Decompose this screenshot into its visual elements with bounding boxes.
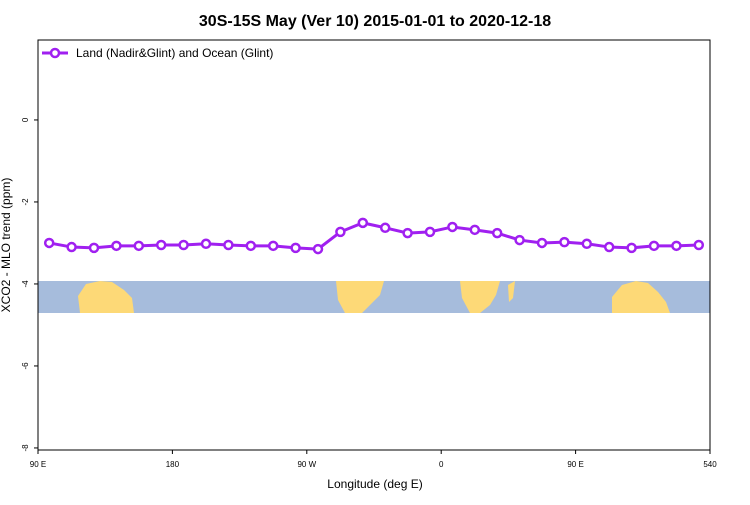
land: [336, 281, 384, 313]
point: [536, 237, 548, 249]
point: [626, 242, 637, 254]
y-tick-label: 0: [21, 117, 30, 122]
x-tick-label: 90 E: [30, 460, 46, 469]
point: [312, 243, 324, 255]
point: [245, 240, 257, 252]
point: [671, 240, 682, 252]
point: [402, 227, 413, 239]
point: [469, 224, 481, 236]
plot-frame: [37, 39, 711, 451]
point: [357, 217, 369, 229]
land: [508, 281, 515, 302]
x-axis-label: Longitude (deg E): [327, 477, 422, 491]
land: [460, 281, 500, 313]
x-tick-label: 90 W: [297, 460, 316, 469]
point: [491, 227, 503, 239]
point: [223, 239, 234, 251]
land: [78, 281, 134, 313]
y-axis-label: XCO2 - MLO trend (ppm): [0, 178, 13, 313]
x-tick-label: 180: [166, 460, 180, 469]
land: [612, 281, 670, 313]
chart-title: 30S-15S May (Ver 10) 2015-01-01 to 2020-…: [199, 13, 551, 30]
point: [111, 240, 122, 252]
y-tick-label: -4: [21, 280, 30, 288]
point: [648, 240, 660, 252]
point: [178, 239, 189, 251]
point: [514, 234, 525, 246]
point: [88, 242, 100, 254]
x-tick-label: 0: [439, 460, 444, 469]
x-tick-label: 540: [703, 460, 717, 469]
point: [133, 240, 145, 252]
y-tick-label: -8: [21, 444, 30, 452]
point: [155, 239, 167, 251]
point: [581, 238, 593, 250]
point: [200, 238, 212, 250]
point: [66, 241, 77, 253]
point: [43, 237, 55, 249]
point: [335, 226, 346, 238]
point: [290, 242, 301, 254]
map-strip: [38, 281, 710, 313]
point: [267, 240, 279, 252]
point: [603, 241, 615, 253]
point: [379, 222, 391, 234]
point: [447, 221, 458, 233]
y-tick-label: -6: [21, 362, 30, 370]
point: [424, 226, 436, 238]
y-tick-label: -2: [21, 198, 30, 206]
point: [559, 236, 570, 248]
legend-marker: [49, 47, 61, 59]
x-tick-label: 90 E: [567, 460, 583, 469]
legend-label: Land (Nadir&Glint) and Ocean (Glint): [76, 46, 273, 60]
point: [693, 239, 705, 251]
legend: Land (Nadir&Glint) and Ocean (Glint): [42, 46, 273, 60]
